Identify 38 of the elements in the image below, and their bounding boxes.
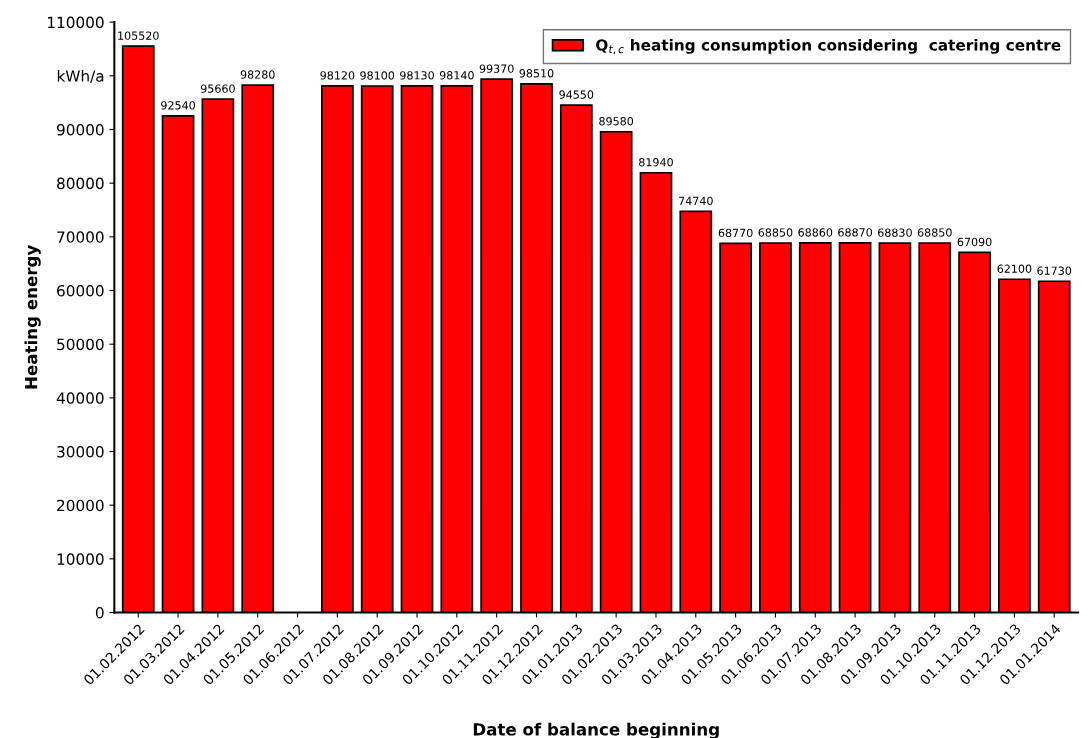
data-label: 95660	[200, 84, 235, 93]
data-label: 105520	[118, 31, 159, 40]
data-label: 61730	[1037, 266, 1072, 275]
data-label: 81940	[639, 158, 673, 167]
y-tick-label: 30000	[57, 445, 104, 458]
y-axis-title: Heating energy	[24, 245, 41, 389]
data-label: 68870	[838, 228, 873, 237]
y-tick-label: 40000	[56, 392, 104, 404]
y-tick-label: 70000	[57, 231, 104, 243]
data-label: 62100	[997, 264, 1032, 273]
data-label: 98120	[320, 71, 355, 80]
data-label: 98100	[360, 71, 395, 80]
data-label: 98510	[519, 69, 554, 78]
data-label: 68850	[917, 228, 952, 237]
x-axis-title: Date of balance beginning	[473, 722, 719, 738]
y-tick-label: 50000	[57, 338, 104, 351]
y-tick-label: 0	[95, 607, 104, 619]
data-label: 89580	[599, 117, 634, 126]
data-label: 74740	[679, 196, 713, 206]
data-label: 68830	[878, 228, 912, 237]
data-label: 98280	[240, 70, 275, 79]
y-tick-label: 10000	[57, 553, 104, 565]
data-label: 67090	[957, 237, 992, 247]
y-tick-label: 80000	[57, 177, 104, 190]
data-label: 68860	[798, 228, 833, 237]
legend-label: Q$_{t,c}$ heating consumption considering catering centre	[596, 38, 1061, 55]
data-label: 99370	[479, 64, 514, 73]
y-tick-label: 60000	[57, 284, 104, 297]
data-label: 98140	[439, 71, 474, 80]
data-label: 98130	[400, 71, 434, 80]
data-label: 94550	[559, 90, 594, 99]
data-label: 92540	[161, 101, 195, 110]
y-tick-label: kWh/a	[57, 70, 104, 84]
data-label: 68850	[758, 228, 793, 237]
data-label: 68770	[718, 228, 753, 238]
y-tick-label: 20000	[57, 499, 104, 512]
y-tick-label: 90000	[56, 123, 104, 136]
y-tick-label: 110000	[47, 16, 104, 29]
